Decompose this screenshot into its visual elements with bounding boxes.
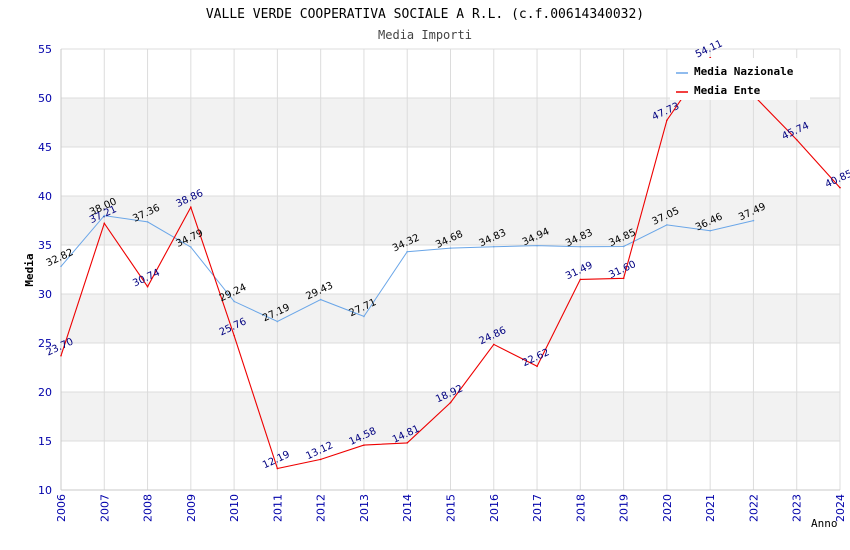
- data-point: [536, 244, 538, 247]
- chart-subtitle: Media Importi: [378, 28, 472, 42]
- legend-background: [670, 58, 810, 100]
- data-point: [622, 277, 625, 280]
- data-point: [752, 219, 755, 222]
- data-point: [795, 138, 798, 141]
- data-point: [233, 300, 235, 303]
- data-point: [233, 334, 235, 337]
- y-tick-label: 55: [38, 43, 52, 56]
- data-point: [276, 320, 279, 323]
- data-label: 30.74: [131, 267, 162, 289]
- x-tick-label: 2013: [358, 494, 371, 522]
- data-point: [60, 354, 62, 357]
- x-tick-label: 2021: [704, 494, 717, 522]
- y-axis-ticks: 10 15 20 25 30 35 40 45 50 55: [38, 43, 52, 497]
- x-tick-label: 2023: [791, 494, 804, 522]
- legend-label-nazionale: Media Nazionale: [694, 65, 794, 78]
- x-axis-ticks: 2006 2007 2008 2009 2010 2011 2012 2013 2014 2015…: [55, 494, 847, 522]
- data-point: [190, 206, 192, 208]
- y-tick-label: 50: [38, 92, 52, 105]
- y-tick-label: 40: [38, 190, 52, 203]
- data-point: [839, 186, 841, 189]
- x-tick-label: 2006: [55, 494, 68, 522]
- data-point: [579, 245, 582, 248]
- data-point: [146, 221, 149, 223]
- data-label: 31.60: [607, 259, 638, 281]
- data-point: [190, 246, 192, 248]
- x-tick-label: 2024: [834, 494, 847, 522]
- x-tick-label: 2008: [142, 494, 155, 522]
- data-point: [492, 245, 495, 248]
- data-point: [622, 245, 625, 248]
- data-point: [363, 444, 365, 446]
- chart-title: VALLE VERDE COOPERATIVA SOCIALE A R.L. (…: [206, 7, 644, 22]
- data-point: [666, 224, 668, 226]
- y-tick-label: 15: [38, 435, 52, 448]
- data-point: [492, 343, 495, 346]
- x-tick-label: 2017: [531, 494, 544, 522]
- x-tick-label: 2007: [98, 494, 111, 522]
- data-point: [579, 278, 582, 281]
- x-tick-label: 2009: [185, 494, 198, 522]
- data-point: [103, 214, 106, 217]
- data-point: [449, 247, 452, 249]
- x-tick-label: 2016: [488, 494, 501, 522]
- x-tick-label: 2022: [747, 494, 760, 522]
- x-tick-label: 2018: [574, 494, 587, 522]
- data-point: [146, 285, 149, 288]
- y-tick-label: 35: [38, 239, 52, 252]
- x-tick-label: 2012: [315, 494, 328, 522]
- x-axis-label: Anno: [811, 517, 838, 530]
- data-point: [103, 222, 106, 225]
- legend-label-ente: Media Ente: [694, 84, 761, 97]
- data-point: [319, 298, 322, 301]
- data-point: [276, 467, 279, 470]
- data-point: [363, 315, 365, 318]
- data-label: 40.85: [824, 168, 850, 190]
- y-tick-label: 25: [38, 337, 52, 350]
- data-label: 54.11: [694, 38, 725, 60]
- data-label: 13.12: [304, 440, 335, 462]
- data-point: [406, 250, 409, 253]
- y-tick-label: 45: [38, 141, 52, 154]
- x-tick-label: 2015: [445, 494, 458, 522]
- x-tick-label: 2020: [661, 494, 674, 522]
- data-label: 12.19: [261, 449, 292, 471]
- y-axis-label: Media: [23, 253, 36, 286]
- y-tick-label: 10: [38, 484, 52, 497]
- x-tick-label: 2014: [401, 494, 414, 522]
- x-tick-label: 2011: [271, 494, 284, 522]
- data-point: [60, 265, 62, 268]
- data-point: [536, 365, 538, 368]
- y-tick-label: 20: [38, 386, 52, 399]
- y-tick-label: 30: [38, 288, 52, 301]
- data-point: [406, 442, 409, 444]
- data-point: [709, 229, 711, 232]
- data-point: [666, 119, 668, 122]
- legend: Media Nazionale Media Ente: [670, 58, 810, 100]
- data-point: [449, 401, 452, 404]
- x-tick-label: 2010: [228, 494, 241, 522]
- gridlines: [60, 48, 841, 491]
- x-tick-label: 2019: [618, 494, 631, 522]
- data-point: [319, 458, 322, 461]
